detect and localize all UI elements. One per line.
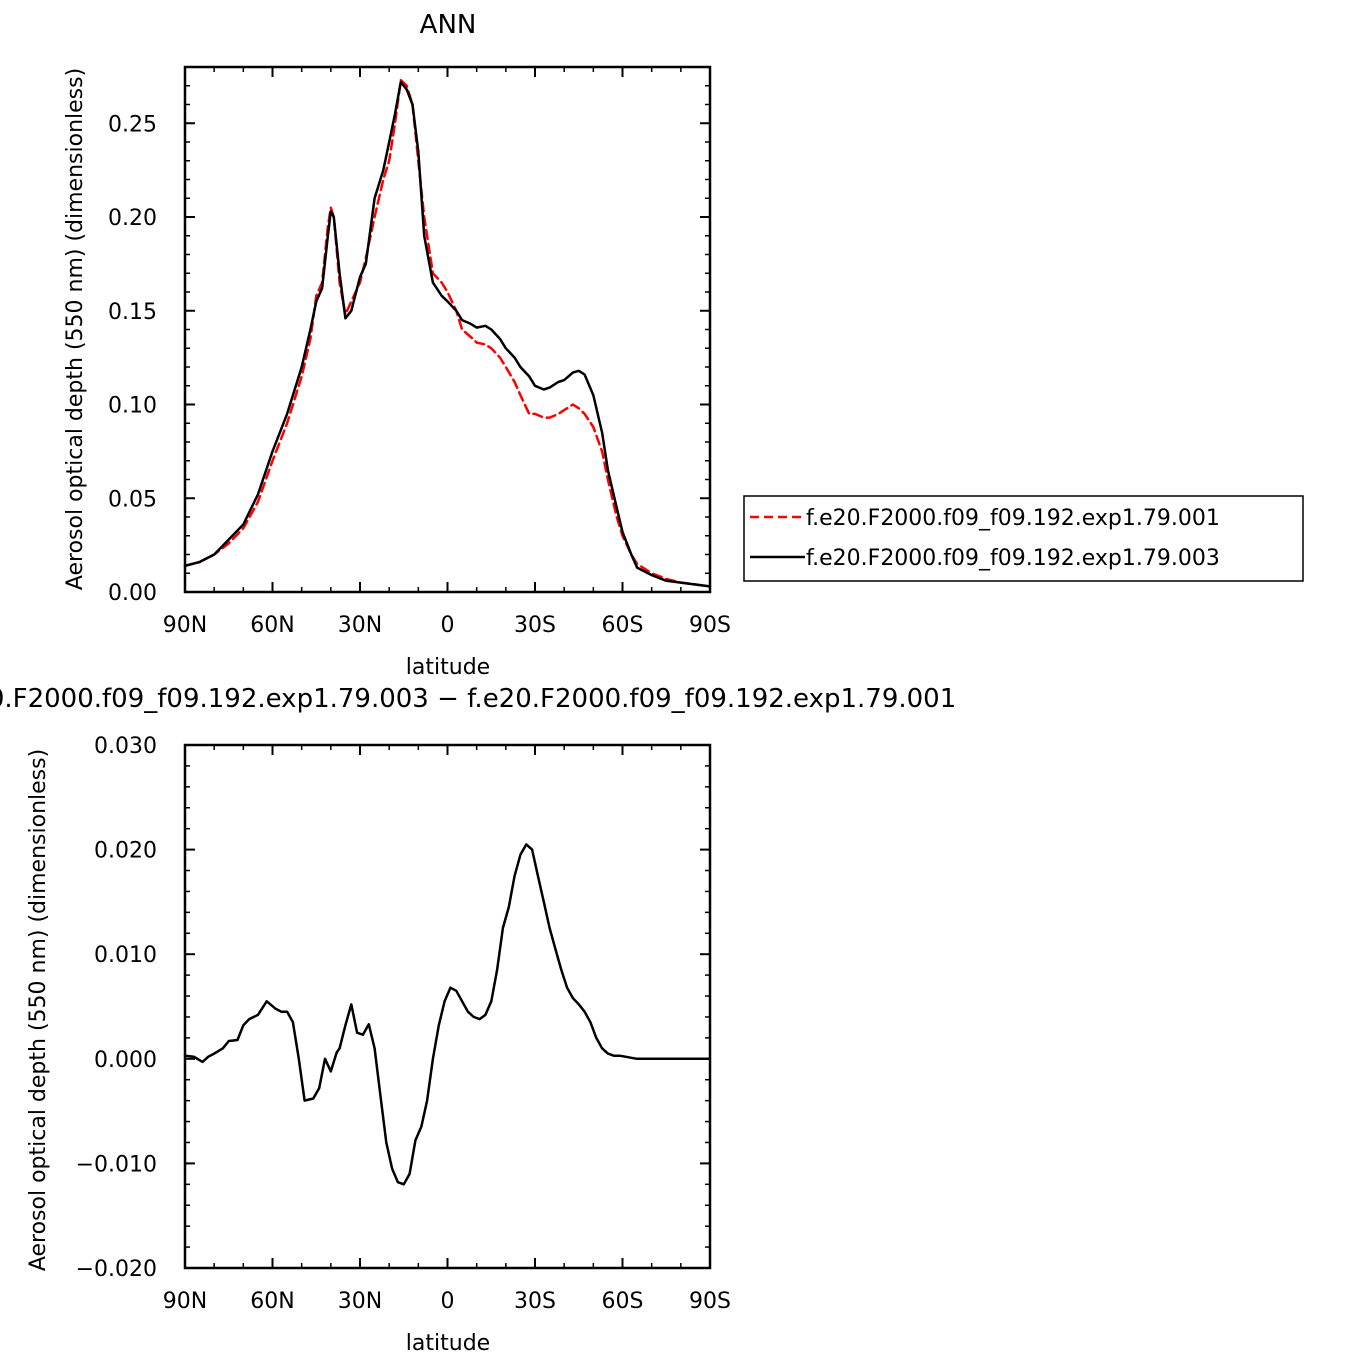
top-x-tick-label: 90N	[163, 613, 207, 638]
bottom-chart-title: f.e20.F2000.f09_f09.192.exp1.79.003 − f.…	[0, 684, 956, 714]
top-series-line-0	[183, 78, 712, 588]
legend-label-001: f.e20.F2000.f09_f09.192.exp1.79.001	[806, 506, 1220, 531]
top-x-tick-label: 0	[441, 613, 455, 638]
legend: f.e20.F2000.f09_f09.192.exp1.79.001 f.e2…	[743, 495, 1304, 582]
top-x-tick-label: 90S	[689, 613, 731, 638]
bottom-x-axis-label: latitude	[406, 1331, 490, 1356]
legend-box	[743, 495, 1304, 582]
top-x-axis-label: latitude	[406, 655, 490, 680]
bottom-y-tick-label: −0.020	[76, 1257, 157, 1282]
top-y-tick-label: 0.20	[108, 206, 157, 231]
bottom-y-tick-label: 0.000	[94, 1048, 157, 1073]
bottom-x-tick-label: 0	[441, 1289, 455, 1314]
bottom-x-tick-label: 60N	[250, 1289, 294, 1314]
top-x-tick-label: 30S	[514, 613, 556, 638]
bottom-y-tick-label: 0.010	[94, 943, 157, 968]
top-x-tick-label: 60N	[250, 613, 294, 638]
bottom-series-line-0	[183, 843, 712, 1186]
top-y-tick-label: 0.10	[108, 394, 157, 419]
top-y-tick-label: 0.05	[108, 487, 157, 512]
legend-label-003: f.e20.F2000.f09_f09.192.exp1.79.003	[806, 546, 1220, 571]
bottom-y-axis-label: Aerosol optical depth (550 nm) (dimensio…	[26, 749, 51, 1271]
top-plot-frame	[183, 65, 712, 594]
top-x-tick-label: 60S	[602, 613, 644, 638]
bottom-y-tick-label: −0.010	[76, 1152, 157, 1177]
bottom-panel: f.e20.F2000.f09_f09.192.exp1.79.003 − f.…	[0, 684, 956, 1356]
top-chart-title: ANN	[420, 10, 477, 40]
bottom-x-tick-label: 90N	[163, 1289, 207, 1314]
top-series-line-1	[183, 80, 712, 588]
bottom-y-tick-label: 0.030	[94, 734, 157, 759]
bottom-x-tick-label: 90S	[689, 1289, 731, 1314]
bottom-y-tick-label: 0.020	[94, 839, 157, 864]
bottom-x-tick-label: 30N	[338, 1289, 382, 1314]
top-x-tick-label: 30N	[338, 613, 382, 638]
top-y-tick-label: 0.15	[108, 300, 157, 325]
top-panel: ANN 90N 60N 30N 0 30S 60S 90S 0.00 0.05 0.10 0.15 0…	[63, 10, 1304, 680]
top-y-tick-label: 0.00	[108, 581, 157, 606]
bottom-x-tick-label: 30S	[514, 1289, 556, 1314]
top-y-tick-label: 0.25	[108, 112, 157, 137]
bottom-x-tick-label: 60S	[602, 1289, 644, 1314]
top-y-axis-label: Aerosol optical depth (550 nm) (dimensio…	[63, 68, 88, 590]
